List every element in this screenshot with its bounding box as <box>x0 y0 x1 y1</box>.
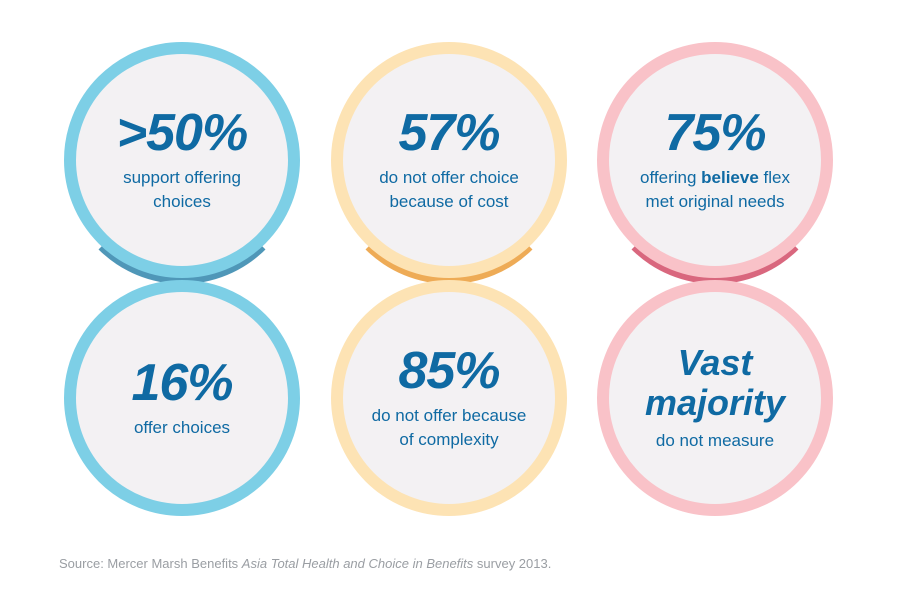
stat-circle-do-not-measure: Vast majority do not measure <box>597 280 833 516</box>
source-citation: Source: Mercer Marsh Benefits Asia Total… <box>59 556 551 571</box>
stat-circle-flex-met-needs: 75% offering believe flex met original n… <box>597 42 833 278</box>
stat-description-suffix: flex met original needs <box>645 168 790 211</box>
stat-value: >50% <box>116 104 248 162</box>
stat-description: support offering choices <box>123 168 241 211</box>
stat-description-prefix: offering <box>640 168 702 187</box>
source-prefix: Source: Mercer Marsh Benefits <box>59 556 242 571</box>
stat-description: do not offer choice because of cost <box>379 168 519 211</box>
stat-description-emphasis: believe <box>701 168 759 187</box>
stat-value: 57% <box>398 104 500 162</box>
stat-circle-support-offering: >50% support offering choices <box>64 42 300 278</box>
stat-description: do not offer because of complexity <box>371 406 527 449</box>
stat-circle-offer-choices: 16% offer choices <box>64 280 300 516</box>
stat-description: offering believe flex met original needs <box>635 166 795 214</box>
stat-value: 16% <box>131 354 233 412</box>
source-title: Asia Total Health and Choice in Benefits <box>241 556 474 571</box>
stat-value: 75% <box>664 104 766 162</box>
stat-description: offer choices <box>133 418 231 437</box>
stat-circle-cost: 57% do not offer choice because of cost <box>331 42 567 278</box>
stat-value: 85% <box>398 342 500 400</box>
source-suffix: survey 2013. <box>473 556 552 571</box>
stat-description: do not measure <box>655 431 775 450</box>
stat-circle-complexity: 85% do not offer because of complexity <box>331 280 567 516</box>
stat-value: Vast majority <box>644 342 786 423</box>
